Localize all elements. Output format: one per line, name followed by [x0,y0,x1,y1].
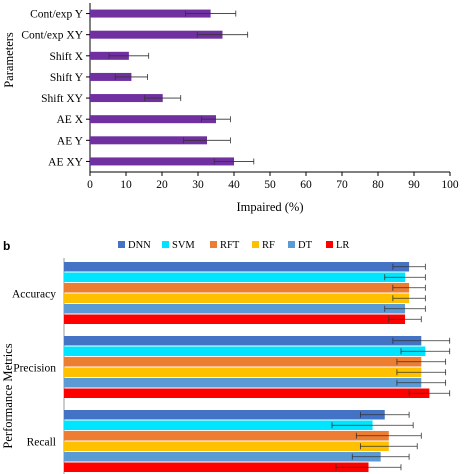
chart-a-x-tick-label: 60 [300,179,312,191]
chart-b-legend-swatch [288,241,295,248]
chart-b-legend: DNN SVM RFT RF DT LR [118,240,349,251]
chart-b-bar [64,357,422,367]
chart-b-legend-swatch [210,241,217,248]
chart-a-y-axis-label: Parameters [2,32,16,88]
chart-b-legend-label: SVM [172,240,195,251]
chart-a-category-label: Shift Y [50,72,84,84]
chart-b-legend-label: DNN [128,240,151,251]
chart-b-bar [64,262,410,272]
chart-a-x-tick-label: 40 [228,179,240,191]
chart-a-bar [90,9,211,18]
chart-b-bar [64,378,422,388]
chart-a-category-label: Shift X [49,51,83,63]
chart-a-category-label: Cont/exp Y [30,9,84,21]
chart-a: Parameters Impaired (%) 0 10 20 30 40 50 60 70 8… [2,3,459,214]
chart-a-bar [90,72,132,81]
chart-b-legend-swatch [162,241,169,248]
chart-a-bar [90,157,234,166]
chart-b-bar [64,293,410,303]
chart-a-category-label: Shift XY [41,93,84,105]
chart-a-bar [90,136,207,145]
chart-a-x-tick-label: 90 [408,179,420,191]
chart-b-bar [64,314,406,324]
chart-b-bar [64,452,381,462]
chart-b-bar [64,272,406,282]
chart-b-category-label: Accuracy [12,289,56,301]
chart-a-x-tick-label: 80 [372,179,384,191]
chart-b-legend-label: LR [336,240,349,251]
chart-a-x-tick-label: 100 [441,179,459,191]
chart-b-bar [64,420,373,430]
chart-b-category-label: Recall [27,437,56,449]
chart-b-bar [64,283,410,293]
chart-a-category-label: Cont/exp XY [21,30,83,42]
chart-a-x-tick-label: 0 [87,179,93,191]
chart-a-category-label: AE X [56,114,83,126]
chart-a-category-label: AE XY [48,156,84,168]
chart-a-x-tick-label: 20 [156,179,168,191]
chart-b-bar [64,346,426,356]
chart-a-x-tick-label: 10 [120,179,132,191]
chart-a-bar [90,30,223,39]
chart-b-bar [64,410,385,420]
chart-b-category-label: Precision [13,363,56,375]
chart-b-bar [64,367,422,377]
chart-b-legend-label: DT [298,240,313,251]
chart-b-legend-label: RFT [220,240,240,251]
chart-b-bar [64,441,389,451]
chart-b-legend-swatch [252,241,259,248]
chart-b-bar [64,304,406,314]
chart-a-x-tick-label: 50 [264,179,276,191]
chart-a-bar [90,115,216,124]
chart-a-category-label: AE Y [57,135,84,147]
chart-b-bar [64,336,422,346]
chart-b-panel-label: b [3,239,10,253]
chart-b-legend-swatch [326,241,333,248]
chart-a-x-tick-label: 70 [336,179,348,191]
chart-b-legend-label: RF [262,240,275,251]
chart-a-bar [90,94,163,103]
chart-b-bar [64,388,430,398]
chart-a-x-tick-label: 30 [192,179,204,191]
chart-b: b Performance Metrics DNN SVM RFT RF DT LR Ac… [1,239,451,474]
chart-b-y-axis-label: Performance Metrics [1,343,15,448]
chart-b-bar [64,462,369,472]
chart-b-legend-swatch [118,241,125,248]
chart-a-x-axis-label: Impaired (%) [237,200,304,214]
chart-b-bar [64,431,389,441]
